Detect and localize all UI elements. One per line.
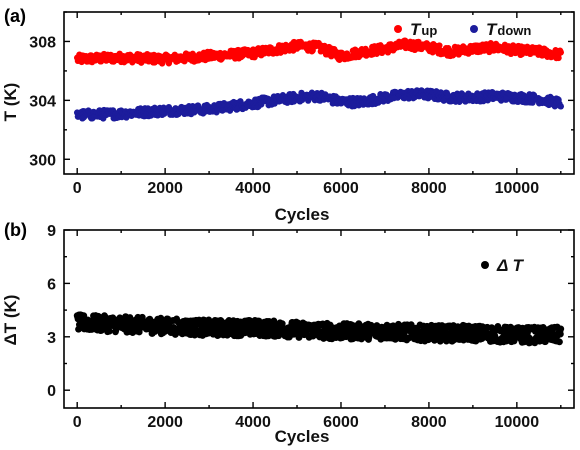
legend-label: Δ T <box>496 256 525 275</box>
legend-label-main: Δ T <box>496 256 525 275</box>
x-tick-label: 8000 <box>411 414 447 431</box>
x-tick-label: 4000 <box>235 180 271 197</box>
legend-label: Tup <box>410 20 437 39</box>
data-point <box>556 330 564 338</box>
legend-label-sub: down <box>497 23 531 38</box>
panel-b: (b) 0 2000 4000 6000 8000 10000 0 3 6 9 Cycles ΔT… <box>1 220 575 446</box>
panel-a-frame <box>63 11 575 175</box>
x-tick-label: 2000 <box>147 414 183 431</box>
y-tick-label: 308 <box>29 34 56 51</box>
panel-a-ticks: 0 2000 4000 6000 8000 10000 300 304 308 <box>29 11 574 197</box>
panel-a-legend: Tup Tdown <box>394 20 531 39</box>
x-tick-label: 2000 <box>147 180 183 197</box>
data-point <box>556 338 563 346</box>
panel-b-label: (b) <box>4 220 27 240</box>
x-tick-label: 10000 <box>495 414 540 431</box>
x-tick-label: 6000 <box>323 414 359 431</box>
legend-item: Tdown <box>470 20 531 39</box>
panel-a-label: (a) <box>4 6 26 26</box>
legend-label-sub: up <box>421 23 437 38</box>
panel-a-xlabel: Cycles <box>275 205 330 224</box>
data-point <box>436 42 443 49</box>
panel-b-xlabel: Cycles <box>275 427 330 446</box>
data-point <box>557 325 565 333</box>
y-tick-label: 6 <box>47 276 56 293</box>
panel-b-legend: Δ T <box>481 256 525 275</box>
legend-label: Tdown <box>486 20 531 39</box>
x-tick-label: 4000 <box>235 414 271 431</box>
data-point <box>557 103 565 110</box>
panel-b-ticks: 0 2000 4000 6000 8000 10000 0 3 6 9 <box>47 223 574 431</box>
legend-item: Δ T <box>481 256 525 275</box>
data-point <box>105 327 113 335</box>
y-tick-label: 3 <box>47 330 56 347</box>
x-tick-label: 10000 <box>495 180 540 197</box>
legend-marker <box>470 25 478 33</box>
x-tick-label: 0 <box>73 414 82 431</box>
panel-b-ylabel: ΔT (K) <box>1 295 20 346</box>
panel-a-points <box>73 37 565 122</box>
y-tick-label: 9 <box>47 223 56 240</box>
legend-marker <box>481 261 489 269</box>
x-tick-label: 6000 <box>323 180 359 197</box>
legend-label-main: T <box>410 20 422 39</box>
x-tick-label: 0 <box>73 180 82 197</box>
legend-item: Tup <box>394 20 437 39</box>
legend-label-main: T <box>486 20 498 39</box>
series-down-points <box>73 87 565 122</box>
legend-marker <box>394 25 402 33</box>
panel-a: (a) 0 2000 4000 6000 8000 10000 300 304 308 Cycl… <box>1 6 575 224</box>
data-point <box>557 49 565 56</box>
series-up-points <box>73 37 565 67</box>
panel-b-points <box>73 311 565 347</box>
panel-a-ylabel: T (K) <box>1 83 20 122</box>
series-delta-points <box>73 311 565 347</box>
panel-b-frame <box>63 229 575 409</box>
y-tick-label: 304 <box>29 93 56 110</box>
x-tick-label: 8000 <box>411 180 447 197</box>
y-tick-label: 0 <box>47 383 56 400</box>
y-tick-label: 300 <box>29 152 56 169</box>
